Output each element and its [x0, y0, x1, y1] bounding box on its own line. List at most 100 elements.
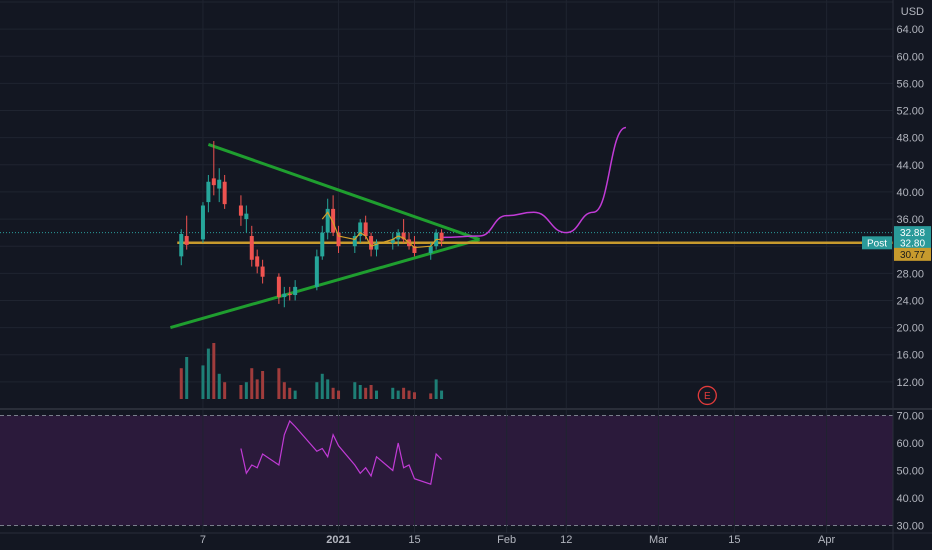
rsi-band-fill	[0, 415, 893, 526]
candle-body	[249, 236, 254, 260]
rsi-band	[0, 415, 893, 526]
volume-bar	[201, 365, 205, 399]
candle-body	[325, 208, 330, 233]
candle-body	[358, 222, 363, 237]
rsi-tick-label: 50.00	[896, 466, 924, 478]
candle-body	[206, 181, 211, 203]
candle-body	[217, 179, 222, 189]
candle-body	[412, 246, 417, 253]
rsi-axis-background	[894, 410, 932, 531]
volume-bar	[407, 390, 411, 399]
candle-body	[211, 178, 216, 186]
volume-bar	[277, 368, 281, 399]
volume-bar	[364, 387, 368, 399]
volume-bar	[320, 373, 324, 399]
candle-body	[244, 213, 249, 220]
volume-bar	[179, 368, 183, 399]
candle-body	[336, 232, 341, 247]
time-tick-label: Apr	[818, 534, 835, 546]
candle-body	[401, 232, 406, 240]
price-tick-label: 20.00	[896, 323, 924, 335]
candle-body	[320, 232, 325, 257]
candle-body	[293, 286, 298, 296]
price-tag-label: Post	[867, 238, 887, 249]
candle-body	[255, 256, 260, 267]
time-tick-label: 12	[560, 534, 572, 546]
candle-body	[314, 256, 319, 287]
time-tick-label: 7	[200, 534, 206, 546]
rsi-indicator	[240, 419, 443, 486]
volume-bar	[244, 382, 248, 399]
time-tick-label: 2021	[326, 534, 350, 546]
price-tick-label: 64.00	[896, 24, 924, 36]
grid-lines	[0, 0, 893, 533]
drawings[interactable]: E	[170, 126, 893, 406]
volume-bar	[440, 390, 444, 399]
volume-bar	[429, 393, 433, 399]
price-tag-value-box	[894, 236, 931, 250]
volume-bar	[206, 348, 210, 399]
price-tag-value: 30.77	[900, 250, 925, 261]
candle-body	[238, 205, 243, 216]
candle-body	[331, 208, 336, 233]
volume-bar	[331, 387, 335, 399]
time-tick-label: 15	[408, 534, 420, 546]
price-tick-label: 40.00	[896, 187, 924, 199]
price-tag-value: 32.80	[900, 238, 925, 249]
volume-bar	[375, 390, 378, 399]
volume-bar	[315, 382, 319, 399]
moving-average-line	[321, 211, 442, 249]
volume-bar	[434, 379, 438, 399]
volume-bar	[353, 382, 357, 399]
volume-bar	[369, 385, 373, 399]
volume-bar	[212, 343, 216, 399]
volume-bar	[250, 368, 254, 399]
volume-bar	[239, 385, 243, 399]
candle-body	[369, 236, 374, 250]
earnings-marker[interactable]	[697, 385, 717, 406]
volume-bar	[391, 387, 395, 399]
price-tag-value: 32.88	[900, 228, 925, 239]
price-tick-label: 16.00	[896, 350, 924, 362]
price-tick-label: 60.00	[896, 51, 924, 63]
volume-bar	[402, 387, 406, 399]
price-tick-label: 56.00	[896, 78, 924, 90]
projection-path[interactable]	[441, 126, 627, 239]
price-tick-label: 44.00	[896, 160, 924, 172]
volume-bar	[396, 390, 400, 399]
price-tag-value-box	[894, 247, 931, 261]
volume-bar	[288, 387, 292, 399]
rsi-axis[interactable]: 30.00 40.00 50.00 60.00 70.00	[894, 410, 932, 533]
candle-body	[260, 266, 265, 277]
volume-bar	[358, 385, 362, 399]
price-tick-label: 48.00	[896, 133, 924, 145]
time-tick-label: Mar	[649, 534, 668, 546]
price-tag-label-box	[862, 236, 892, 250]
upper-trendline[interactable]	[207, 143, 481, 241]
candle-body	[352, 236, 357, 247]
rsi-tick-label: 40.00	[896, 493, 924, 505]
time-axis[interactable]: 7 2021 15 Feb 12 Mar 15 Apr	[200, 534, 836, 546]
volume-bar	[293, 390, 297, 399]
candle-body	[439, 232, 444, 241]
volume-bar	[326, 379, 330, 399]
candle-body	[222, 181, 227, 205]
rsi-tick-label: 70.00	[896, 411, 924, 423]
time-tick-label: Feb	[497, 534, 516, 546]
price-axis[interactable]: 12.0016.0020.0024.0028.0032.0036.0040.00…	[894, 0, 932, 408]
price-tick-label: 52.00	[896, 106, 924, 118]
lower-trendline[interactable]	[170, 237, 480, 330]
price-tick-label: 28.00	[896, 268, 924, 280]
rsi-tick-label: 30.00	[896, 521, 924, 533]
time-tick-label: 15	[728, 534, 740, 546]
candles	[179, 141, 444, 308]
price-tick-label: 36.00	[896, 214, 924, 226]
volume-bar	[185, 357, 189, 399]
moving-average	[321, 211, 442, 249]
volume-bar	[223, 382, 227, 399]
candle-body	[363, 222, 368, 237]
volume-bar	[412, 392, 416, 399]
